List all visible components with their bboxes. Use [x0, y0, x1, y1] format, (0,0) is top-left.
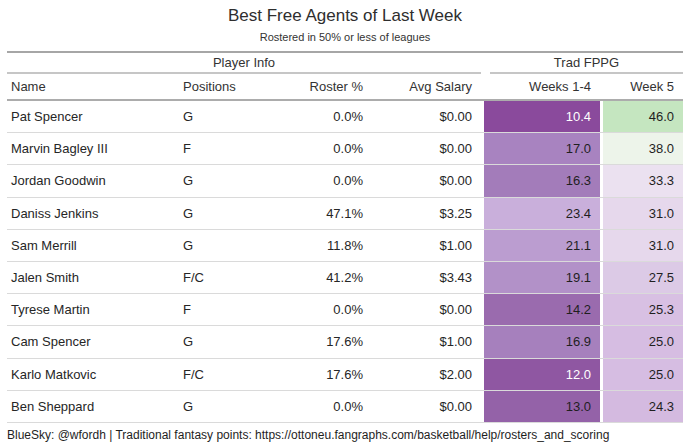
- table-row: Marvin Bagley III F 0.0% $0.00 17.0 38.0: [7, 133, 683, 165]
- weeks-1-4-heat-cell: 19.1: [481, 262, 600, 293]
- table-row: Pat Spencer G 0.0% $0.00 10.4 46.0: [7, 101, 683, 133]
- week-5-heat-cell: 25.0: [600, 326, 683, 357]
- player-positions: G: [177, 198, 287, 229]
- player-name: Jordan Goodwin: [7, 165, 177, 196]
- player-name: Karlo Matkovic: [7, 359, 177, 390]
- roster-pct-value: 47.1%: [287, 198, 372, 229]
- avg-salary-value: $0.00: [372, 165, 481, 196]
- roster-pct-value: 11.8%: [287, 230, 372, 261]
- weeks-1-4-heat-cell: 16.9: [481, 326, 600, 357]
- weeks-1-4-heat-cell: 21.1: [481, 230, 600, 261]
- avg-salary-value: $1.00: [372, 230, 481, 261]
- player-positions: G: [177, 326, 287, 357]
- column-header-name: Name: [7, 79, 177, 94]
- weeks-1-4-heat-cell: 10.4: [481, 101, 600, 132]
- free-agents-table: Player Info Trad FPPG Name Positions Ros…: [7, 51, 683, 423]
- table-row: Cam Spencer G 17.6% $1.00 16.9 25.0: [7, 326, 683, 358]
- player-positions: F/C: [177, 262, 287, 293]
- player-positions: G: [177, 165, 287, 196]
- column-header-avg-salary: Avg Salary: [372, 79, 481, 94]
- weeks-1-4-heat-cell: 13.0: [481, 391, 600, 422]
- player-positions: G: [177, 230, 287, 261]
- week-5-heat-cell: 31.0: [600, 230, 683, 261]
- weeks-1-4-heat-cell: 17.0: [481, 133, 600, 164]
- attribution-footer: BlueSky: @wfordh | Traditional fantasy p…: [7, 428, 690, 442]
- roster-pct-value: 0.0%: [287, 391, 372, 422]
- player-positions: G: [177, 391, 287, 422]
- week-5-heat-cell: 27.5: [600, 262, 683, 293]
- player-name: Daniss Jenkins: [7, 198, 177, 229]
- weeks-1-4-heat-cell: 16.3: [481, 165, 600, 196]
- table-row: Ben Sheppard G 0.0% $0.00 13.0 24.3: [7, 391, 683, 423]
- weeks-1-4-heat-cell: 12.0: [481, 359, 600, 390]
- roster-pct-value: 0.0%: [287, 165, 372, 196]
- roster-pct-value: 0.0%: [287, 133, 372, 164]
- table-row: Tyrese Martin F 0.0% $0.00 14.2 25.3: [7, 294, 683, 326]
- group-header-trad-fppg: Trad FPPG: [490, 53, 683, 74]
- roster-pct-value: 41.2%: [287, 262, 372, 293]
- week-5-heat-cell: 31.0: [600, 198, 683, 229]
- roster-pct-value: 0.0%: [287, 294, 372, 325]
- avg-salary-value: $3.43: [372, 262, 481, 293]
- week-5-heat-cell: 25.3: [600, 294, 683, 325]
- table-row: Karlo Matkovic F/C 17.6% $2.00 12.0 25.0: [7, 359, 683, 391]
- table-row: Daniss Jenkins G 47.1% $3.25 23.4 31.0: [7, 198, 683, 230]
- player-name: Pat Spencer: [7, 101, 177, 132]
- table-row: Sam Merrill G 11.8% $1.00 21.1 31.0: [7, 230, 683, 262]
- column-header-weeks-1-4: Weeks 1-4: [481, 79, 600, 94]
- avg-salary-value: $3.25: [372, 198, 481, 229]
- column-header-row: Name Positions Roster % Avg Salary Weeks…: [7, 74, 683, 101]
- column-header-positions: Positions: [177, 79, 287, 94]
- player-name: Jalen Smith: [7, 262, 177, 293]
- player-name: Cam Spencer: [7, 326, 177, 357]
- avg-salary-value: $0.00: [372, 391, 481, 422]
- player-name: Sam Merrill: [7, 230, 177, 261]
- page-title: Best Free Agents of Last Week: [0, 0, 690, 26]
- weeks-1-4-heat-cell: 23.4: [481, 198, 600, 229]
- week-5-heat-cell: 46.0: [600, 101, 683, 132]
- player-name: Marvin Bagley III: [7, 133, 177, 164]
- avg-salary-value: $2.00: [372, 359, 481, 390]
- roster-pct-value: 17.6%: [287, 359, 372, 390]
- player-positions: G: [177, 101, 287, 132]
- column-header-week-5: Week 5: [600, 79, 683, 94]
- group-header-row: Player Info Trad FPPG: [7, 51, 683, 74]
- group-header-gap: [481, 53, 490, 74]
- column-header-roster-pct: Roster %: [287, 79, 372, 94]
- week-5-heat-cell: 24.3: [600, 391, 683, 422]
- player-name: Tyrese Martin: [7, 294, 177, 325]
- week-5-heat-cell: 25.0: [600, 359, 683, 390]
- week-5-heat-cell: 38.0: [600, 133, 683, 164]
- page-subtitle: Rostered in 50% or less of leagues: [0, 31, 690, 44]
- player-positions: F: [177, 294, 287, 325]
- avg-salary-value: $1.00: [372, 326, 481, 357]
- roster-pct-value: 0.0%: [287, 101, 372, 132]
- player-positions: F/C: [177, 359, 287, 390]
- group-header-player-info: Player Info: [7, 53, 481, 74]
- roster-pct-value: 17.6%: [287, 326, 372, 357]
- player-name: Ben Sheppard: [7, 391, 177, 422]
- weeks-1-4-heat-cell: 14.2: [481, 294, 600, 325]
- week-5-heat-cell: 33.3: [600, 165, 683, 196]
- avg-salary-value: $0.00: [372, 133, 481, 164]
- avg-salary-value: $0.00: [372, 294, 481, 325]
- table-row: Jalen Smith F/C 41.2% $3.43 19.1 27.5: [7, 262, 683, 294]
- free-agents-table-figure: Best Free Agents of Last Week Rostered i…: [0, 0, 690, 447]
- player-positions: F: [177, 133, 287, 164]
- avg-salary-value: $0.00: [372, 101, 481, 132]
- table-row: Jordan Goodwin G 0.0% $0.00 16.3 33.3: [7, 165, 683, 197]
